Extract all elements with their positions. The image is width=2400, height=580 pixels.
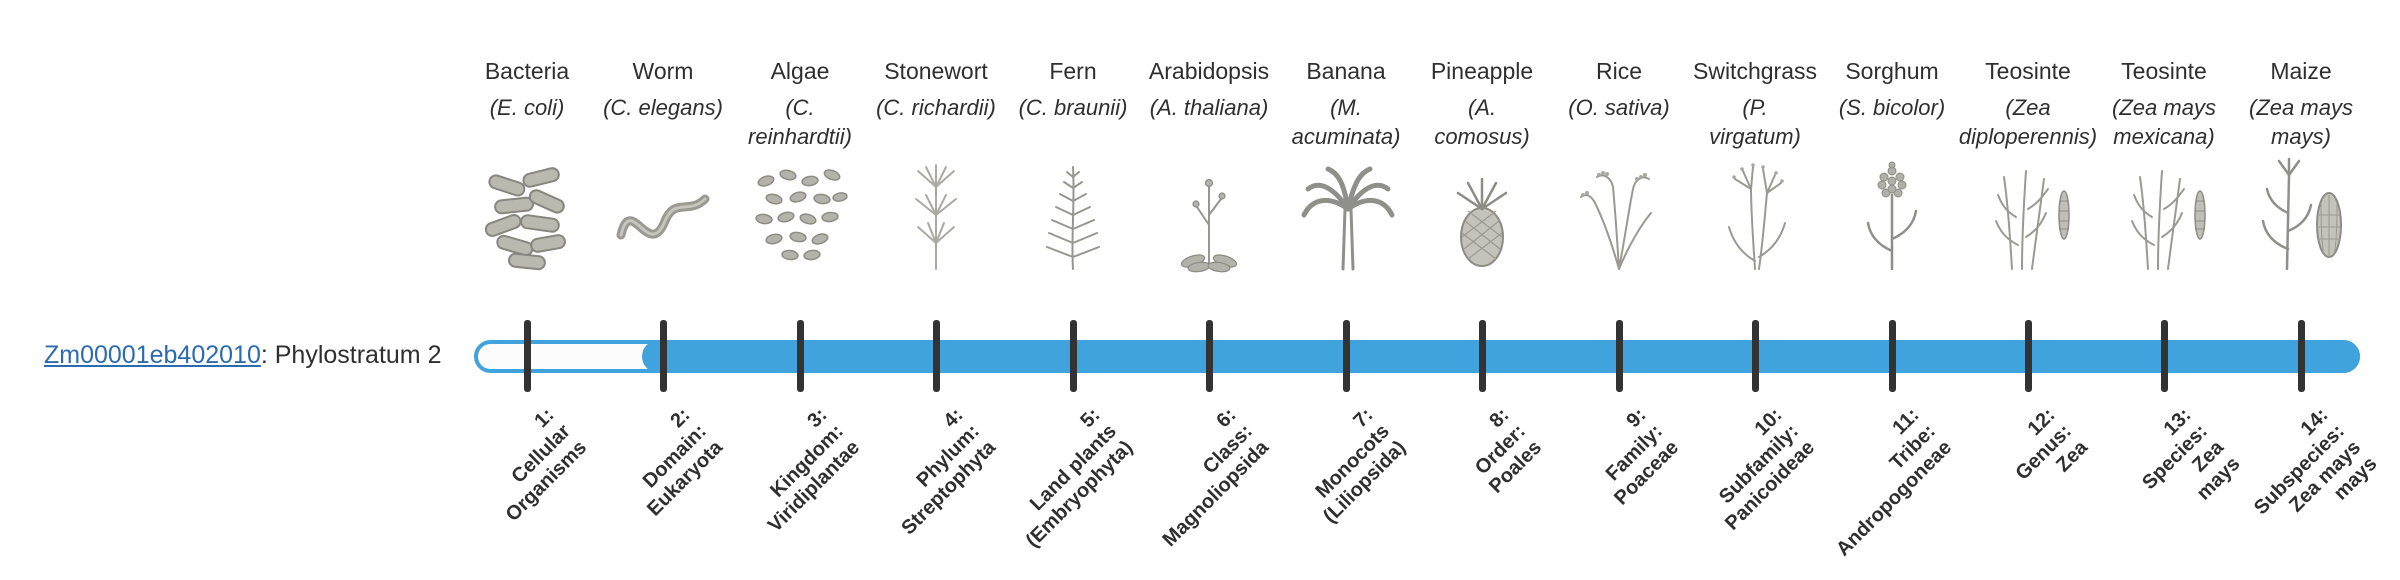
- sci-line2: acuminata): [1291, 124, 1401, 149]
- tick-mark: [1478, 320, 1486, 392]
- tick-mark: [1888, 320, 1896, 392]
- arabidopsis-icon: [1157, 153, 1261, 273]
- gene-label: Zm00001eb402010: Phylostratum 2: [44, 341, 442, 370]
- fern-icon: [1021, 153, 1125, 273]
- organism-column: Pineapple (A. comosus): [1392, 58, 1572, 278]
- tick-mark: [932, 320, 940, 392]
- organism-column: Banana (M. acuminata): [1256, 58, 1436, 278]
- organism-common-name: Bacteria: [484, 58, 570, 84]
- banana-icon: [1294, 153, 1398, 273]
- organism-common-name: Teosinte: [1985, 58, 2071, 84]
- organism-scientific-name: (S. bicolor): [1802, 93, 1982, 151]
- rice-icon: [1567, 153, 1671, 273]
- sci-line1: (O. sativa): [1568, 95, 1670, 120]
- tick-mark: [2024, 320, 2032, 392]
- organism-column: Arabidopsis (A. thaliana): [1119, 58, 1299, 278]
- sci-line1: (Zea mays: [2249, 95, 2353, 120]
- organism-scientific-name: (M. acuminata): [1256, 93, 1436, 151]
- sci-line2: virgatum): [1709, 124, 1801, 149]
- organism-scientific-name: (O. sativa): [1529, 93, 1709, 151]
- organism-scientific-name: (C. braunii): [983, 93, 1163, 151]
- organism-common-name: Rice: [1595, 58, 1642, 84]
- organism-common-name: Worm: [632, 58, 694, 84]
- pineapple-icon: [1430, 153, 1534, 273]
- sci-line1: (P.: [1742, 95, 1768, 120]
- organism-column: Teosinte (Zea diploperennis): [1938, 58, 2118, 278]
- organism-common-name: Sorghum: [1845, 58, 1939, 84]
- tick-mark: [1751, 320, 1759, 392]
- tick-mark: [2297, 320, 2305, 392]
- sci-line1: (Zea mays: [2112, 95, 2216, 120]
- sci-line1: (C. richardii): [876, 95, 996, 120]
- organism-scientific-name: (A. thaliana): [1119, 93, 1299, 151]
- algae-icon: [748, 153, 852, 273]
- organism-common-name: Maize: [2270, 58, 2332, 84]
- phylostratum-text: : Phylostratum 2: [260, 341, 442, 369]
- organism-scientific-name: (Zea mays mays): [2211, 93, 2391, 151]
- organism-scientific-name: (C. richardii): [846, 93, 1026, 151]
- sci-line1: (E. coli): [489, 95, 565, 120]
- tick-mark: [1069, 320, 1077, 392]
- tick-mark: [1342, 320, 1350, 392]
- tick-mark: [659, 320, 667, 392]
- tick-mark: [796, 320, 804, 392]
- sci-line2: mays): [2271, 124, 2331, 149]
- organism-common-name: Algae: [770, 58, 830, 84]
- sci-line1: (C. elegans): [603, 95, 723, 120]
- worm-icon: [611, 153, 715, 273]
- sci-line1: (S. bicolor): [1838, 95, 1946, 120]
- sci-line1: (M.: [1330, 95, 1362, 120]
- organism-column: Switchgrass (P. virgatum): [1665, 58, 1845, 278]
- sci-line2: mexicana): [2113, 124, 2215, 149]
- organism-column: Rice (O. sativa): [1529, 58, 1709, 278]
- organism-common-name: Banana: [1306, 58, 1386, 84]
- sci-line1: (C.: [785, 95, 815, 120]
- switchgrass-icon: [1703, 153, 1807, 273]
- organism-column: Teosinte (Zea mays mexicana): [2074, 58, 2254, 278]
- organism-common-name: Teosinte: [2121, 58, 2207, 84]
- maize-icon: [2249, 153, 2353, 273]
- organism-scientific-name: (Zea mays mexicana): [2074, 93, 2254, 151]
- organism-column: Bacteria (E. coli): [437, 58, 617, 278]
- organism-scientific-name: (E. coli): [437, 93, 617, 151]
- organism-common-name: Switchgrass: [1693, 58, 1817, 84]
- organism-column: Maize (Zea mays mays): [2211, 58, 2391, 278]
- organism-common-name: Pineapple: [1430, 58, 1534, 84]
- timeline-fill: [642, 340, 2360, 373]
- organism-scientific-name: (P. virgatum): [1665, 93, 1845, 151]
- sci-line1: (C. braunii): [1018, 95, 1128, 120]
- organism-column: Algae (C. reinhardtii): [710, 58, 890, 278]
- teosinte-icon: [1976, 153, 2080, 273]
- sci-line2: comosus): [1434, 124, 1530, 149]
- gene-id-link[interactable]: Zm00001eb402010: [44, 341, 261, 369]
- organism-scientific-name: (Zea diploperennis): [1938, 93, 2118, 151]
- organism-scientific-name: (A. comosus): [1392, 93, 1572, 151]
- sorghum-icon: [1840, 153, 1944, 273]
- organism-common-name: Arabidopsis: [1148, 58, 1270, 84]
- tick-mark: [1205, 320, 1213, 392]
- tick-mark: [2160, 320, 2168, 392]
- organism-scientific-name: (C. reinhardtii): [710, 93, 890, 151]
- sci-line1: (Zea: [2005, 95, 2051, 120]
- tick-mark: [523, 320, 531, 392]
- organism-column: Worm (C. elegans): [573, 58, 753, 278]
- organism-column: Stonewort (C. richardii): [846, 58, 1026, 278]
- bacteria-icon: [475, 153, 579, 273]
- tick-mark: [1615, 320, 1623, 392]
- sci-line1: (A. thaliana): [1149, 95, 1269, 120]
- organism-column: Fern (C. braunii): [983, 58, 1163, 278]
- organism-scientific-name: (C. elegans): [573, 93, 753, 151]
- sci-line1: (A.: [1467, 95, 1497, 120]
- organism-common-name: Stonewort: [884, 58, 988, 84]
- organism-common-name: Fern: [1049, 58, 1097, 84]
- stonewort-icon: [884, 153, 988, 273]
- sci-line2: reinhardtii): [748, 124, 852, 149]
- teosinte-icon: [2112, 153, 2216, 273]
- organism-column: Sorghum (S. bicolor): [1802, 58, 1982, 278]
- sci-line2: diploperennis): [1958, 124, 2098, 149]
